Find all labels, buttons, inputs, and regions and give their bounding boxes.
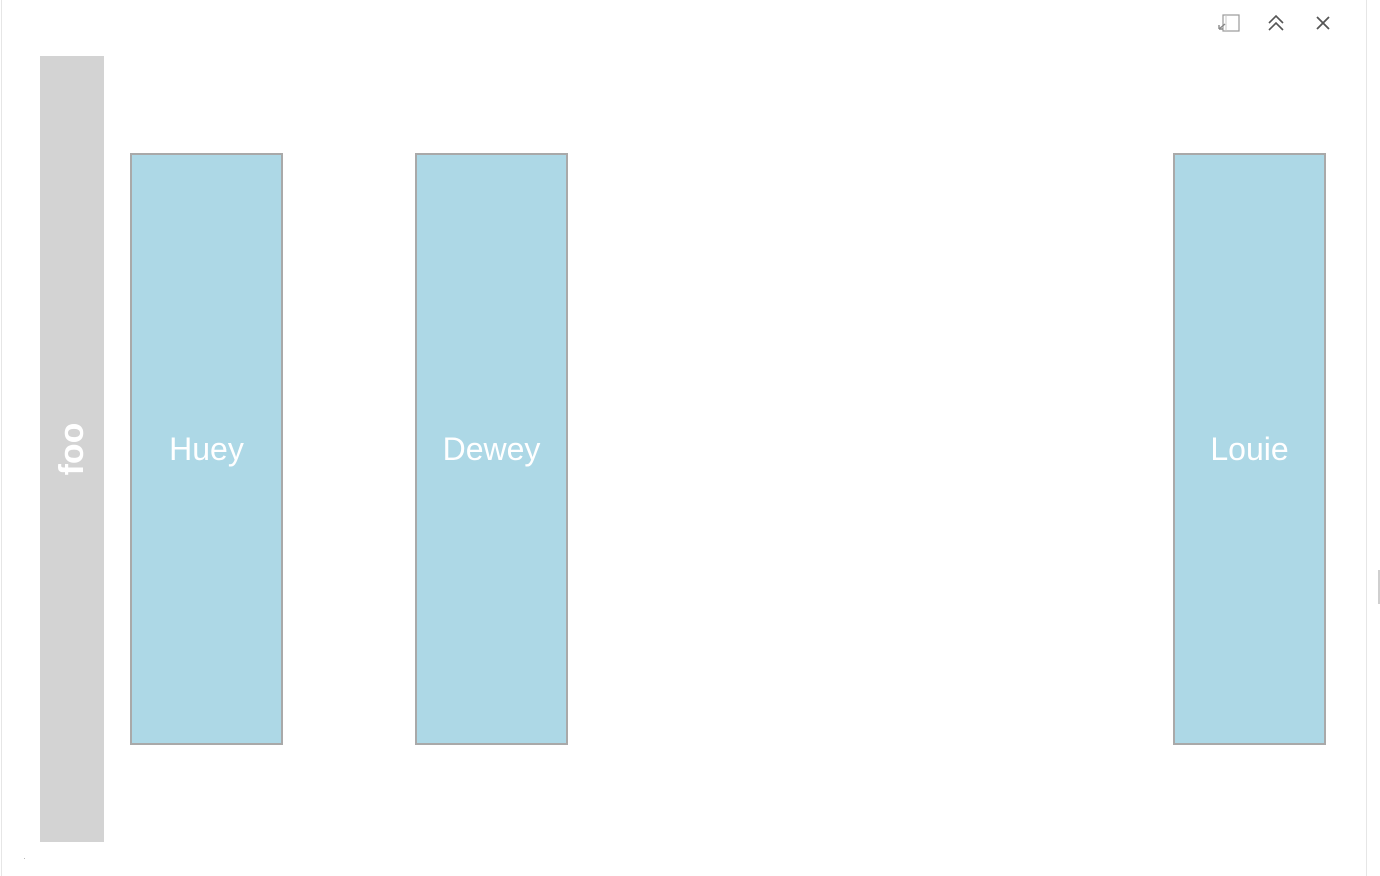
sidebar-label: foo xyxy=(53,422,91,476)
group-sidebar: foo xyxy=(40,56,104,842)
card-dewey[interactable]: Dewey xyxy=(415,153,568,745)
card-louie[interactable]: Louie xyxy=(1173,153,1326,745)
card-label: Huey xyxy=(169,431,244,467)
file-compare-icon xyxy=(1218,14,1240,32)
corner-dot xyxy=(24,858,25,859)
collapse-button[interactable] xyxy=(1261,8,1291,38)
compare-button[interactable] xyxy=(1214,8,1244,38)
window-toolbar xyxy=(1197,8,1338,38)
chevron-double-up-icon xyxy=(1268,14,1284,31)
card-label: Dewey xyxy=(442,431,541,467)
card-label: Louie xyxy=(1210,431,1289,467)
close-button[interactable] xyxy=(1308,8,1338,38)
scrollbar-handle[interactable] xyxy=(1378,570,1380,604)
close-icon xyxy=(1316,16,1330,30)
card-huey[interactable]: Huey xyxy=(130,153,283,745)
